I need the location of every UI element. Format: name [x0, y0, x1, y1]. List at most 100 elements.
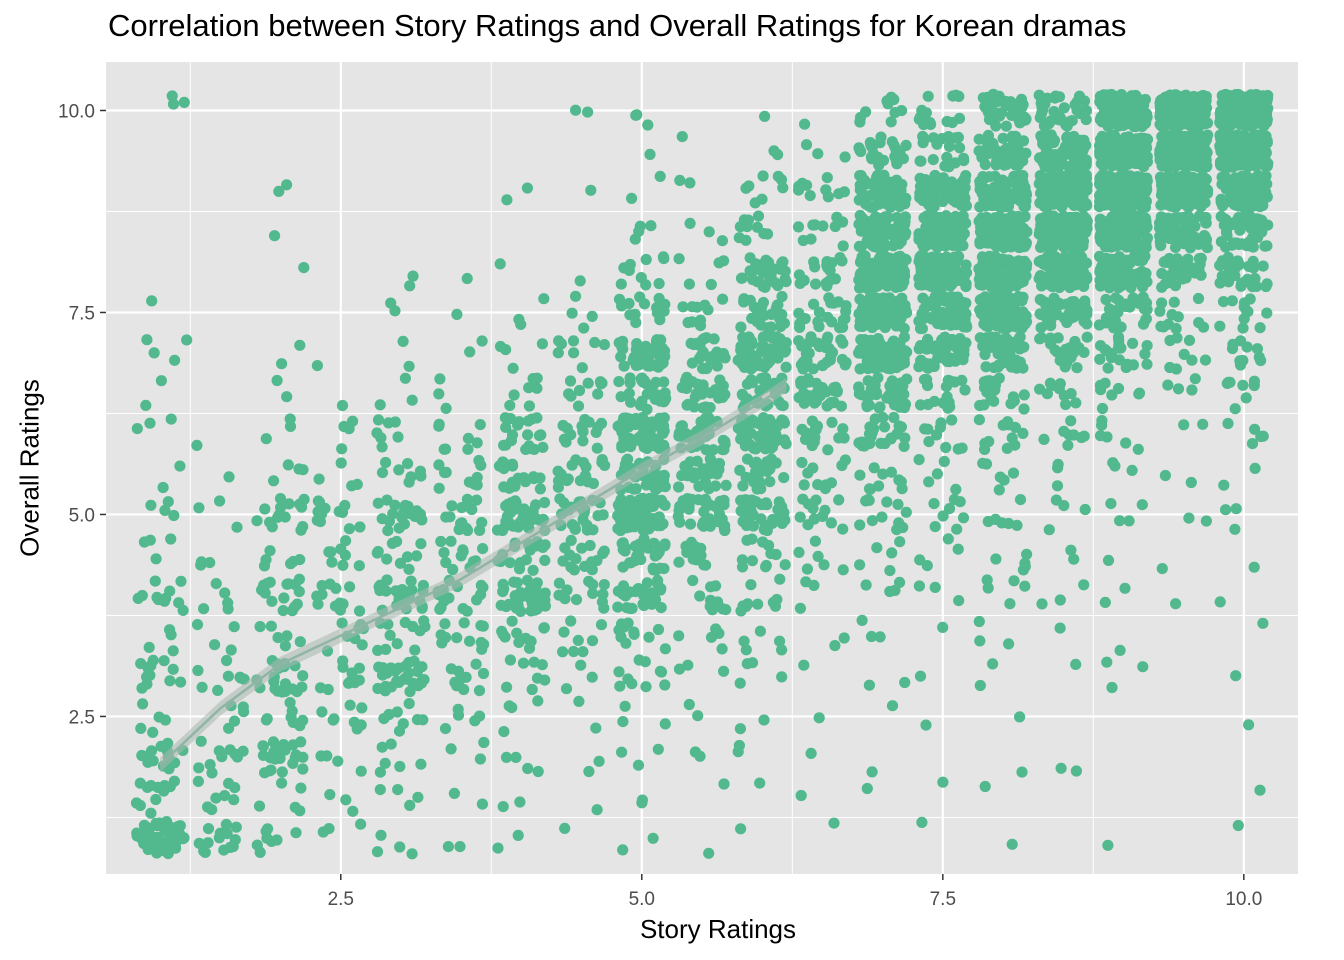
data-point: [854, 519, 866, 531]
data-point: [925, 358, 937, 370]
data-point: [403, 360, 415, 372]
data-point: [210, 578, 222, 590]
data-point: [1139, 348, 1151, 360]
data-point: [1004, 312, 1016, 324]
data-point: [696, 519, 709, 531]
data-point: [1132, 443, 1144, 455]
data-point: [1081, 331, 1093, 343]
data-point: [529, 581, 541, 593]
data-point: [684, 217, 696, 229]
data-point: [798, 659, 810, 671]
data-point: [164, 675, 176, 687]
data-point: [141, 334, 153, 346]
data-point: [956, 442, 968, 454]
data-point: [676, 131, 688, 143]
data-point: [145, 660, 157, 672]
data-point: [716, 235, 729, 247]
data-point: [1078, 280, 1090, 292]
data-point: [957, 152, 970, 164]
data-point: [462, 443, 474, 455]
data-point: [776, 644, 788, 656]
data-point: [435, 535, 447, 548]
data-point: [532, 765, 544, 778]
data-point: [864, 421, 876, 433]
data-point: [754, 625, 767, 637]
data-point: [835, 400, 848, 412]
data-point: [865, 139, 877, 151]
data-point: [896, 178, 908, 191]
data-point: [718, 778, 730, 790]
data-point: [920, 719, 932, 731]
data-point: [576, 542, 588, 554]
data-point: [287, 757, 299, 770]
data-point: [196, 681, 208, 693]
data-point: [754, 777, 766, 789]
data-point: [1058, 102, 1070, 114]
data-point: [685, 536, 698, 549]
data-point: [271, 374, 283, 387]
data-point: [448, 787, 460, 800]
data-point: [507, 362, 519, 374]
data-point: [193, 762, 205, 774]
data-point: [900, 139, 912, 151]
data-point: [863, 271, 875, 283]
data-point: [992, 359, 1005, 371]
data-point: [501, 510, 513, 522]
data-point: [297, 670, 309, 682]
data-point: [738, 293, 750, 306]
data-point: [523, 440, 535, 452]
data-point: [751, 221, 764, 233]
data-point: [838, 632, 850, 644]
data-point: [973, 615, 985, 628]
data-point: [570, 594, 583, 606]
data-point: [777, 400, 789, 412]
data-point: [414, 465, 426, 477]
data-point: [899, 345, 911, 357]
data-point: [286, 705, 298, 717]
data-point: [193, 837, 205, 849]
data-point: [1119, 298, 1131, 310]
data-point: [506, 476, 518, 488]
data-point: [1038, 433, 1050, 445]
data-point: [522, 512, 534, 524]
data-point: [741, 378, 754, 390]
data-point: [680, 465, 692, 478]
data-point: [896, 483, 908, 495]
data-point: [1126, 464, 1138, 476]
data-point: [989, 379, 1002, 391]
data-point: [993, 484, 1005, 496]
data-point: [515, 605, 527, 618]
data-point: [193, 502, 205, 514]
data-point: [914, 554, 926, 566]
data-point: [526, 413, 538, 425]
data-point: [222, 670, 234, 682]
data-point: [792, 221, 805, 233]
data-point: [618, 440, 630, 452]
data-point: [953, 112, 966, 124]
data-point: [477, 667, 490, 680]
data-point: [869, 413, 881, 425]
data-point: [538, 496, 551, 509]
data-point: [758, 382, 770, 394]
data-point: [710, 459, 722, 471]
data-point: [282, 459, 294, 471]
data-point: [510, 751, 522, 764]
data-point: [462, 432, 474, 444]
data-point: [1101, 656, 1113, 668]
data-point: [278, 592, 290, 604]
data-point: [759, 372, 772, 384]
data-point: [1063, 429, 1075, 441]
data-point: [996, 177, 1009, 189]
data-point: [951, 523, 963, 535]
data-point: [1105, 351, 1117, 364]
data-point: [673, 663, 686, 675]
data-point: [192, 664, 204, 677]
data-point: [644, 148, 656, 160]
data-point: [514, 796, 526, 808]
data-point: [659, 718, 671, 730]
data-point: [526, 683, 538, 696]
data-point: [877, 468, 889, 480]
data-point: [557, 555, 569, 567]
data-point: [438, 547, 450, 559]
data-point: [1056, 154, 1068, 166]
